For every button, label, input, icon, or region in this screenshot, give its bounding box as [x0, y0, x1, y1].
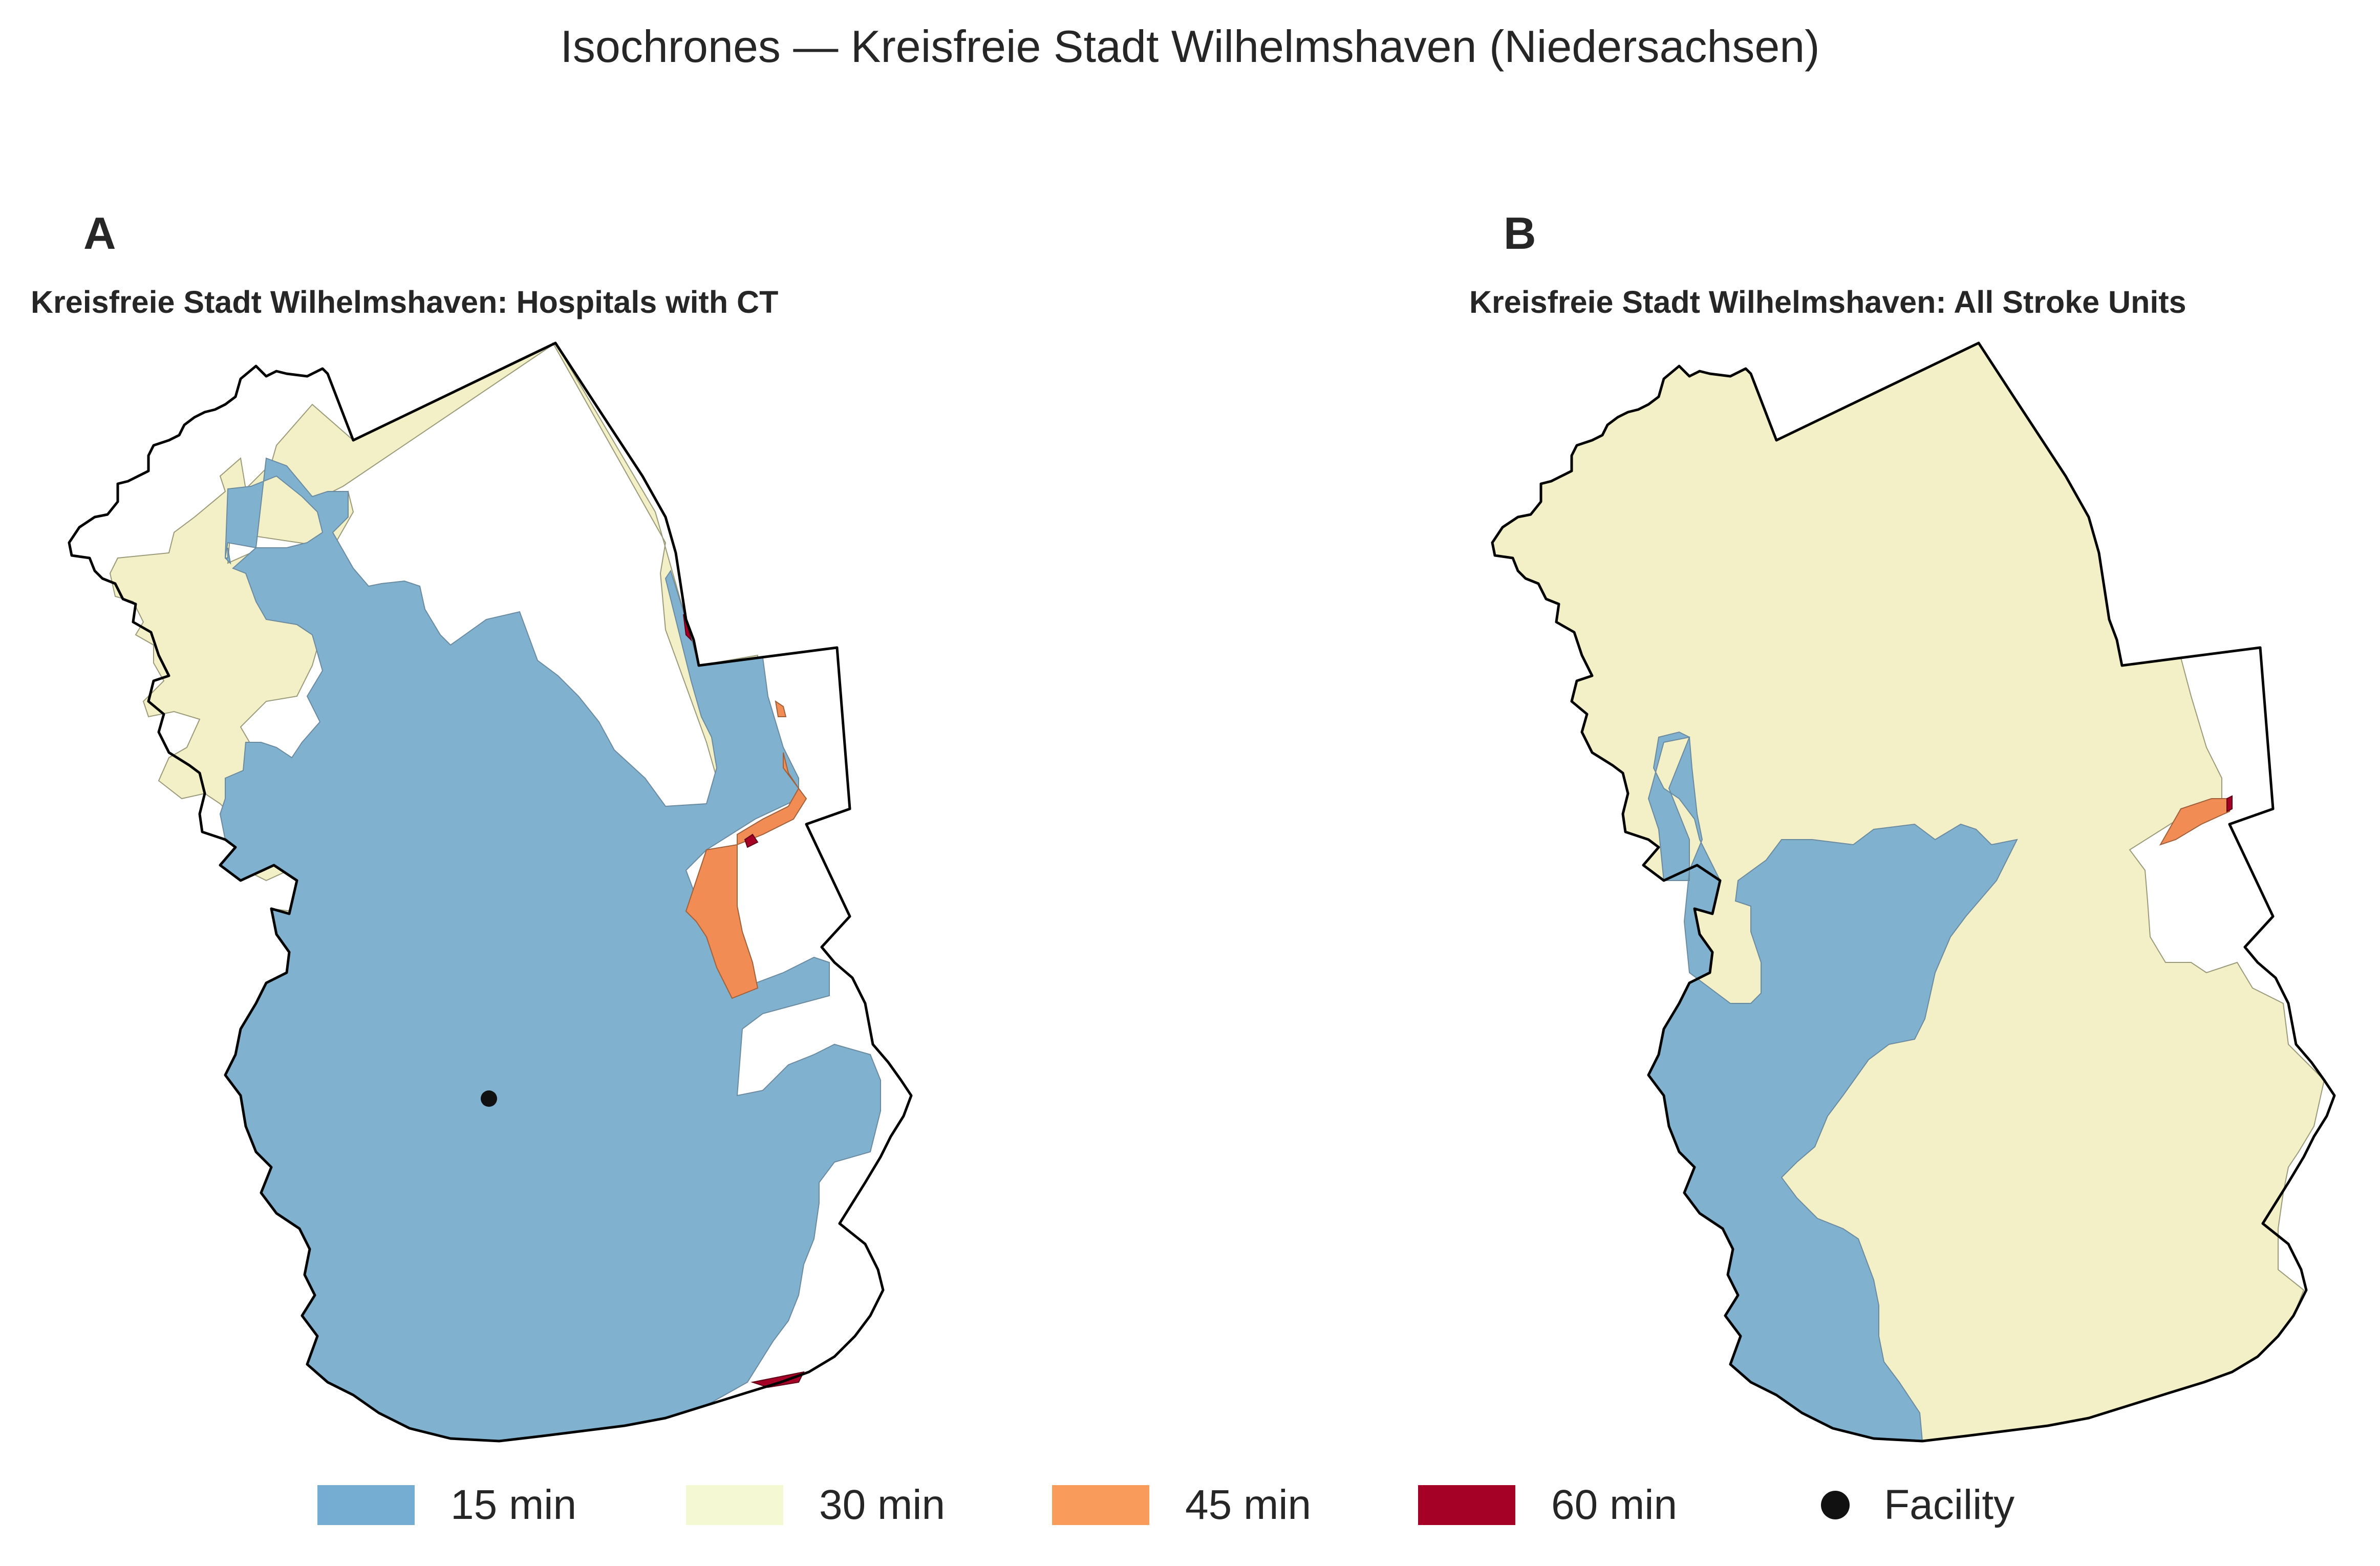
legend-swatch-60min [1418, 1485, 1515, 1525]
legend-swatch-45min [1052, 1485, 1149, 1525]
zone-60min [2226, 795, 2233, 812]
legend-swatch-15min [317, 1485, 415, 1525]
map-panel-b [1491, 341, 2336, 1443]
panel-b-letter: B [1504, 208, 1536, 259]
zone-45min [685, 700, 807, 999]
legend-swatch-30min [686, 1485, 783, 1525]
legend-item-60min: 60 min [1418, 1474, 1677, 1536]
zone-15min [219, 457, 881, 1442]
legend-label-facility: Facility [1884, 1482, 2015, 1528]
legend-label-60min: 60 min [1551, 1482, 1678, 1528]
legend-label-15min: 15 min [451, 1482, 577, 1528]
panel-a-letter: A [83, 208, 116, 259]
page-title: Isochrones — Kreisfreie Stadt Wilhelmsha… [560, 21, 1820, 72]
panel-a-title: Kreisfreie Stadt Wilhelmshaven: Hospital… [31, 285, 779, 319]
facility-marker [481, 1090, 497, 1107]
legend: 15 min 30 min 45 min 60 min Facility [0, 1474, 2380, 1536]
legend-item-30min: 30 min [686, 1474, 945, 1536]
legend-label-30min: 30 min [819, 1482, 946, 1528]
legend-facility-dot [1821, 1491, 1850, 1519]
legend-item-45min: 45 min [1052, 1474, 1311, 1536]
district-boundary-b [1491, 341, 2336, 1443]
zone-45min [2159, 798, 2233, 846]
district-boundary-a [68, 341, 913, 1443]
legend-label-45min: 45 min [1185, 1482, 1312, 1528]
panel-b-title: Kreisfreie Stadt Wilhelmshaven: All Stro… [1469, 285, 2186, 319]
legend-item-facility: Facility [1787, 1474, 2014, 1536]
map-panel-a [68, 341, 913, 1443]
legend-item-15min: 15 min [317, 1474, 576, 1536]
